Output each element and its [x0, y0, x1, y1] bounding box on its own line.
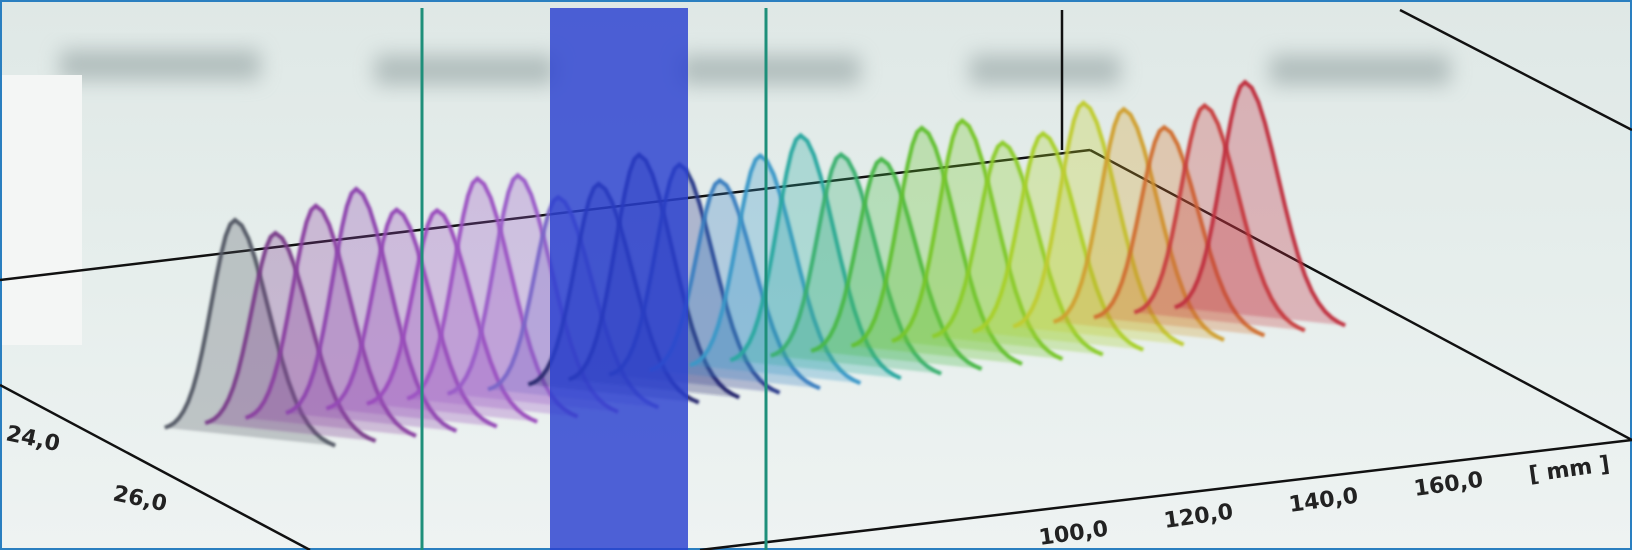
blurred-labels	[60, 50, 1450, 85]
peak	[1174, 79, 1347, 328]
highlight-band	[550, 8, 688, 550]
side-panel	[0, 75, 82, 345]
